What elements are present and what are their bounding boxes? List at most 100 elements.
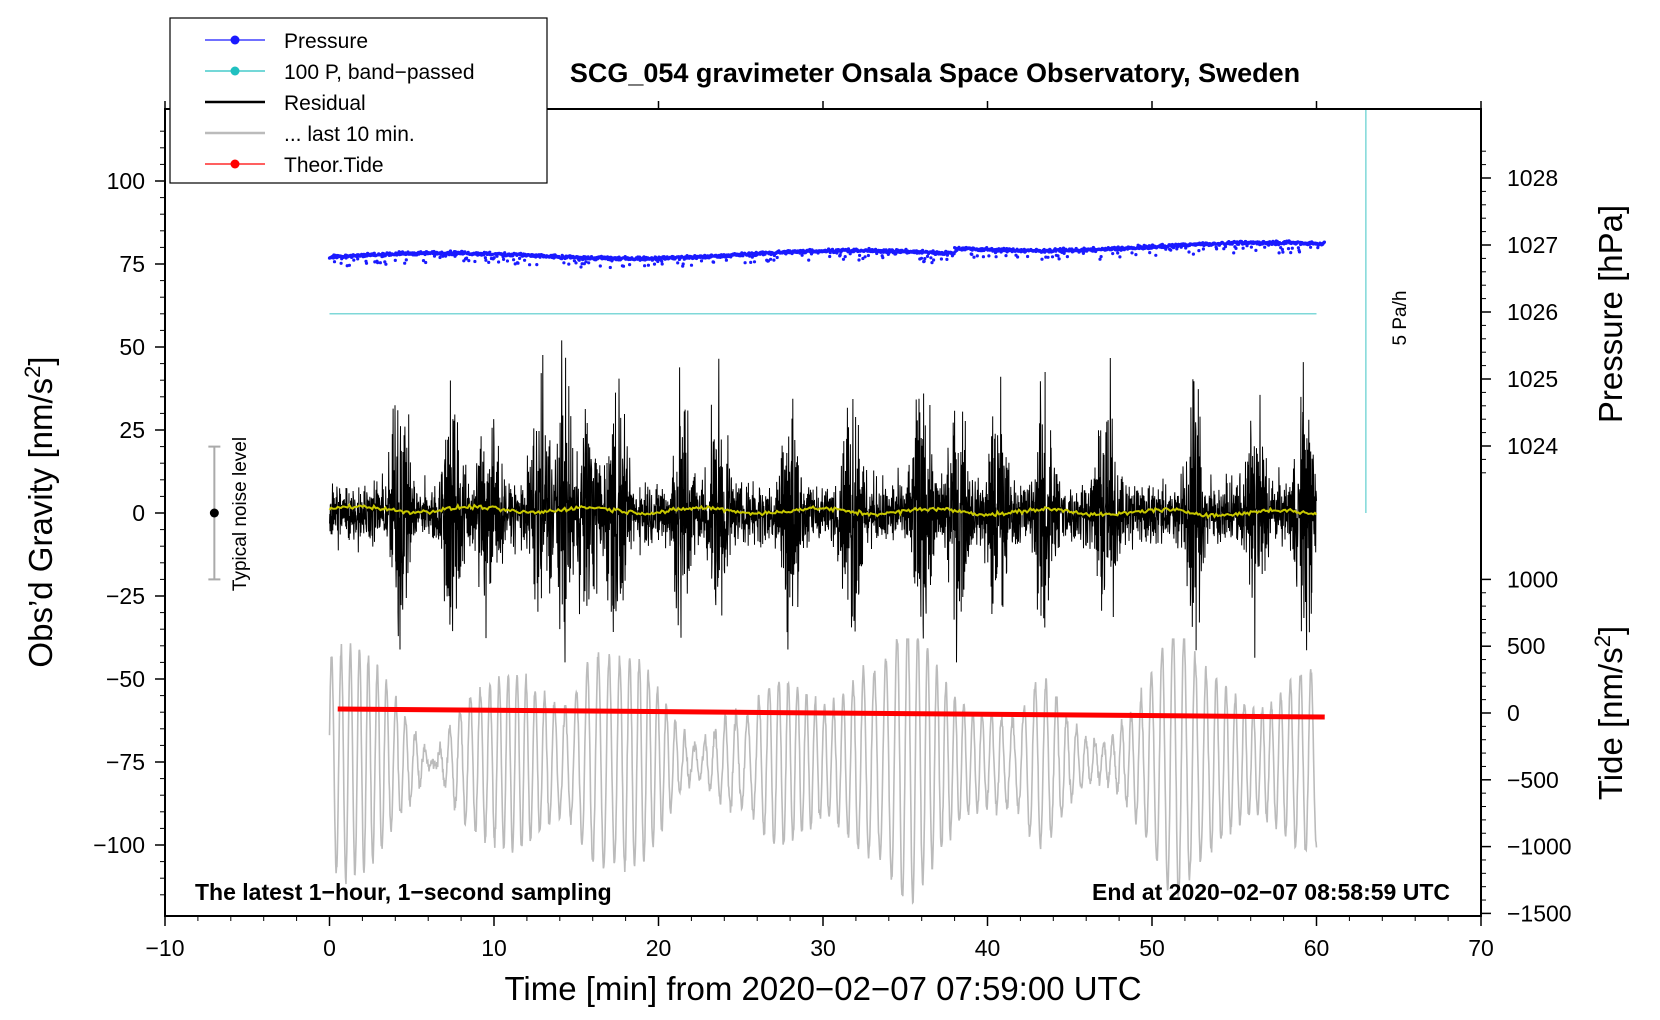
pressure-point xyxy=(724,258,729,262)
pressure-point xyxy=(1154,253,1158,257)
y-tide-tick-label: 500 xyxy=(1507,633,1545,659)
residual-series xyxy=(329,340,1317,663)
pressure-point xyxy=(1134,253,1138,257)
residual-mean-series xyxy=(328,502,1318,520)
pressure-point xyxy=(652,262,657,266)
pressure-point xyxy=(689,263,694,267)
pressure-point xyxy=(838,253,842,257)
pressure-point xyxy=(492,256,496,260)
pressure-point xyxy=(743,261,747,265)
pressure-point xyxy=(608,265,612,270)
pressure-point xyxy=(1040,257,1044,261)
pressure-point xyxy=(769,257,773,261)
pressure-point xyxy=(1290,246,1294,250)
legend: Pressure 100 P, band−passed Residual ... la… xyxy=(169,17,548,184)
x-tick-label: 30 xyxy=(810,935,836,961)
pressure-point xyxy=(516,261,520,265)
pressure-point xyxy=(807,258,811,262)
y-left-axis-title: Obs’d Gravity [nm/s2] xyxy=(20,356,59,667)
pressure-point xyxy=(863,255,867,259)
y-pressure-tick-label: 1028 xyxy=(1507,165,1558,191)
chart-title: SCG_054 gravimeter Onsala Space Observat… xyxy=(570,58,1300,88)
pressure-point xyxy=(1232,251,1236,255)
pressure-point xyxy=(352,258,356,262)
x-tick-label: 0 xyxy=(323,935,336,961)
pressure-point xyxy=(841,257,846,261)
pressure-point xyxy=(1099,255,1103,259)
last-10-min-series xyxy=(328,638,1318,905)
y-left-tick-label: 75 xyxy=(119,251,145,277)
pressure-point xyxy=(643,264,647,268)
tide-line xyxy=(337,706,1325,720)
rate-label: 5 Pa/h xyxy=(1390,291,1411,346)
x-tick-label: 50 xyxy=(1139,935,1165,961)
pressure-point xyxy=(1004,254,1008,258)
pressure-point xyxy=(981,255,986,259)
y-tide-tick-label: 1000 xyxy=(1507,566,1558,592)
pressure-point xyxy=(1057,257,1061,261)
pressure-point xyxy=(1309,245,1313,249)
x-tick-label: 10 xyxy=(481,935,507,961)
pressure-series xyxy=(327,239,1326,270)
pressure-point xyxy=(393,258,397,262)
x-tick-label: 70 xyxy=(1468,935,1494,961)
last-10-min-line xyxy=(328,638,1318,905)
y-pressure-tick-label: 1026 xyxy=(1507,299,1558,325)
pressure-point xyxy=(572,259,577,263)
pressure-point xyxy=(970,252,974,256)
pressure-point xyxy=(1223,245,1228,249)
pressure-point xyxy=(505,259,510,263)
pressure-point xyxy=(972,255,976,259)
pressure-point xyxy=(1187,250,1191,254)
pressure-point xyxy=(584,260,588,264)
pressure-point xyxy=(800,253,804,257)
pressure-point xyxy=(580,262,584,266)
y-tide-tick-label: −1500 xyxy=(1507,900,1572,926)
pressure-point xyxy=(535,263,539,267)
pressure-point xyxy=(1297,250,1302,254)
pressure-point xyxy=(1118,255,1122,259)
pressure-point xyxy=(1270,242,1274,246)
pressure-point xyxy=(628,263,632,267)
legend-box xyxy=(169,17,548,184)
pressure-point xyxy=(579,265,583,269)
y-tide-tick-label: −1000 xyxy=(1507,834,1572,860)
pressure-point xyxy=(1289,251,1293,255)
pressure-point xyxy=(1046,255,1050,259)
y-right-pressure-title: Pressure [hPa] xyxy=(1592,205,1629,423)
y-left-tick-label: 0 xyxy=(132,500,145,526)
pressure-point xyxy=(528,263,532,267)
y-left-tick-label: 25 xyxy=(119,417,145,443)
y-pressure-tick-label: 1025 xyxy=(1507,366,1558,392)
pressure-point xyxy=(1254,248,1258,252)
pressure-point xyxy=(1280,247,1284,252)
x-tick-label: 40 xyxy=(975,935,1001,961)
pressure-point xyxy=(646,263,651,267)
pressure-point xyxy=(567,262,571,266)
legend-label: Pressure xyxy=(284,30,368,53)
pressure-point xyxy=(356,257,360,261)
x-tick-label: −10 xyxy=(145,935,184,961)
pressure-point xyxy=(749,260,753,264)
pressure-point xyxy=(598,264,602,268)
pressure-point xyxy=(1234,246,1238,250)
pressure-point xyxy=(1160,242,1164,246)
pressure-point xyxy=(1116,251,1120,255)
pressure-point xyxy=(1215,247,1219,251)
pressure-point xyxy=(1056,254,1060,258)
end-time-note: End at 2020−02−07 08:58:59 UTC xyxy=(1092,879,1450,905)
pressure-point xyxy=(861,256,865,261)
pressure-point xyxy=(929,256,933,260)
y-tide-tick-label: −500 xyxy=(1507,767,1559,793)
pressure-point xyxy=(473,259,477,264)
y-right-tide-title: Tide [nm/s2] xyxy=(1590,626,1629,800)
legend-label: Theor.Tide xyxy=(284,154,384,177)
theoretical-tide-series xyxy=(337,706,1325,720)
pressure-point xyxy=(1065,255,1069,259)
pressure-point xyxy=(1169,248,1173,252)
x-axis-title: Time [min] from 2020−02−07 07:59:00 UTC xyxy=(504,970,1141,1007)
pressure-point xyxy=(987,254,991,258)
pressure-point xyxy=(660,262,664,266)
residual-mean-line xyxy=(328,502,1318,520)
y-left-tick-label: −25 xyxy=(106,583,145,609)
